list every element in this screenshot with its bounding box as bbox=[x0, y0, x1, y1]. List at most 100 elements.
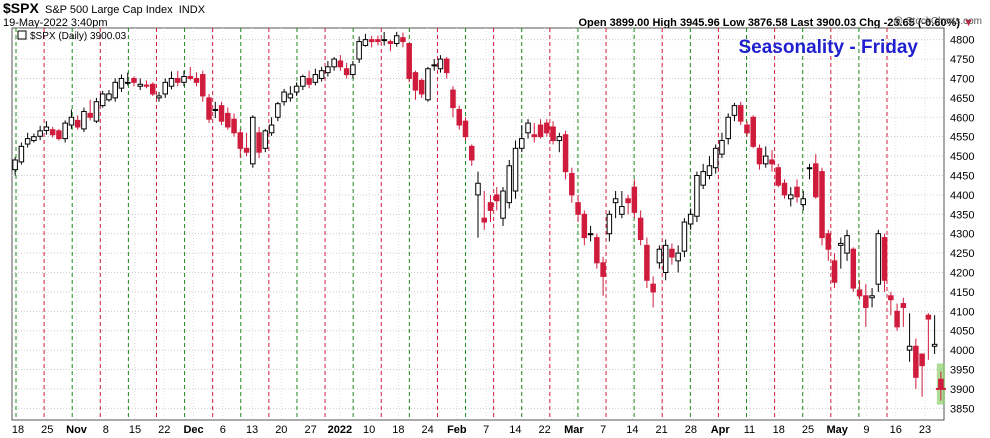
candle-down bbox=[594, 237, 600, 264]
candle-up bbox=[18, 145, 25, 163]
candle-up bbox=[844, 235, 850, 254]
candle-up bbox=[312, 74, 319, 83]
candle-up bbox=[325, 66, 331, 74]
candle-down bbox=[900, 303, 907, 308]
quote-line: Open 3899.00 High 3945.96 Low 3876.58 La… bbox=[578, 17, 960, 29]
candle-up bbox=[162, 81, 169, 95]
candle-down bbox=[418, 79, 425, 95]
candle-down bbox=[631, 186, 638, 213]
x-tick-label: 6 bbox=[220, 424, 226, 436]
candle-down bbox=[187, 76, 194, 79]
candle-up bbox=[268, 124, 275, 134]
y-tick-label: 4000 bbox=[950, 345, 974, 357]
candle-up bbox=[24, 138, 31, 145]
candle-down bbox=[819, 171, 825, 239]
candle-down bbox=[938, 378, 944, 390]
candle-down bbox=[487, 202, 494, 211]
candle-down bbox=[462, 120, 469, 138]
candle-up bbox=[137, 83, 143, 87]
candle-up bbox=[800, 198, 807, 206]
candle-down bbox=[769, 159, 775, 165]
candle-down bbox=[925, 314, 932, 320]
candle-down bbox=[737, 105, 744, 122]
x-tick-label: May bbox=[827, 424, 849, 436]
candle-down bbox=[306, 77, 312, 85]
candle-up bbox=[931, 343, 938, 347]
candle-up bbox=[112, 81, 118, 99]
x-tick-label: Dec bbox=[183, 424, 203, 436]
candle-down bbox=[218, 105, 225, 122]
candle-up bbox=[906, 345, 913, 351]
x-tick-label: 18 bbox=[773, 424, 785, 436]
x-tick-label: 25 bbox=[41, 424, 53, 436]
candle-up bbox=[681, 221, 688, 252]
candle-down bbox=[74, 119, 81, 128]
candle-down bbox=[781, 182, 788, 196]
candle-up bbox=[606, 213, 613, 235]
candle-up bbox=[556, 136, 563, 142]
x-tick-label: 7 bbox=[483, 424, 489, 436]
x-tick-label: 22 bbox=[539, 424, 551, 436]
candle-up bbox=[350, 64, 356, 76]
candle-down bbox=[131, 77, 137, 83]
candle-up bbox=[275, 103, 281, 118]
x-tick-label: 15 bbox=[129, 424, 141, 436]
candle-down bbox=[863, 295, 869, 308]
candle-up bbox=[787, 194, 794, 200]
candle-down bbox=[400, 37, 406, 43]
x-tick-label: 28 bbox=[685, 424, 697, 436]
candle-down bbox=[544, 122, 550, 134]
candle-up bbox=[156, 95, 162, 99]
candle-up bbox=[356, 41, 362, 60]
x-tick-label: 10 bbox=[363, 424, 375, 436]
candle-up bbox=[731, 105, 738, 116]
candle-up bbox=[124, 81, 131, 84]
y-tick-label: 4350 bbox=[950, 209, 974, 221]
candle-up bbox=[93, 101, 100, 122]
x-tick-label: 27 bbox=[304, 424, 316, 436]
candle-up bbox=[12, 159, 18, 171]
candle-down bbox=[243, 147, 250, 153]
candle-up bbox=[656, 248, 663, 264]
candle-down bbox=[562, 134, 569, 173]
y-tick-label: 4650 bbox=[950, 93, 974, 105]
x-tick-label: 23 bbox=[919, 424, 931, 436]
y-tick-label: 4550 bbox=[950, 132, 974, 144]
candle-down bbox=[831, 260, 838, 283]
x-tick-label: Feb bbox=[447, 424, 467, 436]
candle-down bbox=[919, 353, 925, 367]
x-tick-label: 25 bbox=[802, 424, 814, 436]
candle-up bbox=[362, 39, 369, 46]
candle-up bbox=[875, 233, 882, 285]
candle-down bbox=[143, 84, 150, 87]
candle-down bbox=[856, 289, 863, 297]
candle-down bbox=[756, 147, 763, 165]
candle-up bbox=[99, 93, 106, 107]
candle-down bbox=[343, 68, 350, 76]
candle-up bbox=[587, 233, 594, 236]
candle-down bbox=[894, 310, 900, 328]
y-tick-label: 4500 bbox=[950, 151, 974, 163]
x-tick-label: 18 bbox=[12, 424, 24, 436]
candle-up bbox=[168, 77, 175, 87]
candle-down bbox=[494, 194, 500, 202]
description-text: S&P 500 Large Cap Index bbox=[45, 4, 173, 16]
candle-down bbox=[200, 74, 206, 97]
candle-down bbox=[569, 173, 575, 196]
candle-down bbox=[744, 124, 750, 134]
symbol-label: $SPX bbox=[3, 0, 39, 16]
candle-down bbox=[256, 132, 262, 153]
x-tick-label: Mar bbox=[564, 424, 584, 436]
candle-down bbox=[575, 202, 581, 215]
candle-down bbox=[650, 283, 656, 293]
candle-up bbox=[393, 35, 400, 45]
candle-up bbox=[106, 93, 112, 101]
candle-up bbox=[619, 206, 625, 215]
x-tick-label: 8 bbox=[103, 424, 109, 436]
candle-down bbox=[581, 213, 588, 239]
candle-down bbox=[913, 345, 919, 378]
x-tick-label: Nov bbox=[66, 424, 88, 436]
y-tick-label: 4100 bbox=[950, 306, 974, 318]
candle-down bbox=[888, 295, 894, 301]
plot-frame bbox=[11, 27, 945, 421]
